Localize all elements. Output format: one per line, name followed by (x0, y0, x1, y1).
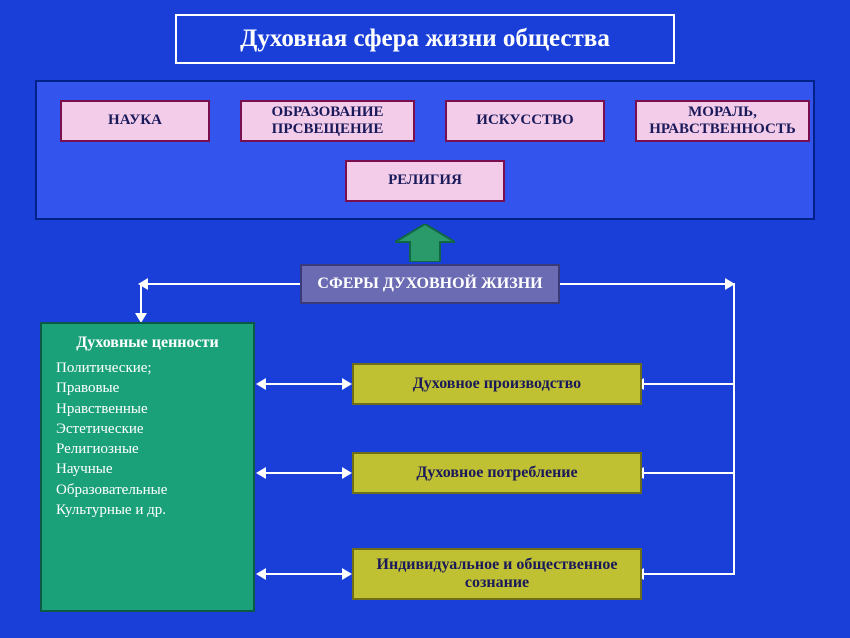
box-consumption: Духовное потребление (352, 452, 642, 494)
list-item: Образовательные (56, 480, 239, 500)
arrowhead-icon (256, 568, 266, 580)
arrowhead-icon (138, 278, 148, 290)
arrowhead-icon (256, 378, 266, 390)
connector (560, 283, 735, 285)
connector (642, 472, 735, 474)
arrowhead-icon (342, 378, 352, 390)
list-item: Религиозные (56, 439, 239, 459)
arrowhead-icon (256, 467, 266, 479)
connector (265, 383, 342, 385)
category-morality: МОРАЛЬ, НРАВСТВЕННОСТЬ (635, 100, 810, 142)
category-education: ОБРАЗОВАНИЕ ПРСВЕЩЕНИЕ (240, 100, 415, 142)
arrowhead-icon (342, 467, 352, 479)
connector (265, 573, 342, 575)
category-science: НАУКА (60, 100, 210, 142)
connector (642, 573, 735, 575)
block-arrow-up-icon (395, 224, 455, 262)
category-religion: РЕЛИГИЯ (345, 160, 505, 202)
list-item: Нравственные (56, 399, 239, 419)
hub-spheres: СФЕРЫ ДУХОВНОЙ ЖИЗНИ (300, 264, 560, 304)
list-item: Научные (56, 459, 239, 479)
arrowhead-icon (342, 568, 352, 580)
diagram-title: Духовная сфера жизни общества (175, 14, 675, 64)
box-consciousness: Индивидуальное и общественное сознание (352, 548, 642, 600)
list-item: Правовые (56, 378, 239, 398)
category-art: ИСКУССТВО (445, 100, 605, 142)
connector (733, 283, 735, 575)
box-production: Духовное производство (352, 363, 642, 405)
values-heading: Духовные ценности (56, 334, 239, 352)
list-item: Эстетические (56, 419, 239, 439)
values-list: Политические; Правовые Нравственные Эсте… (56, 358, 239, 520)
connector (140, 283, 300, 285)
list-item: Политические; (56, 358, 239, 378)
values-box: Духовные ценности Политические; Правовые… (40, 322, 255, 612)
connector (265, 472, 342, 474)
connector (642, 383, 735, 385)
list-item: Культурные и др. (56, 500, 239, 520)
arrowhead-icon (725, 278, 735, 290)
